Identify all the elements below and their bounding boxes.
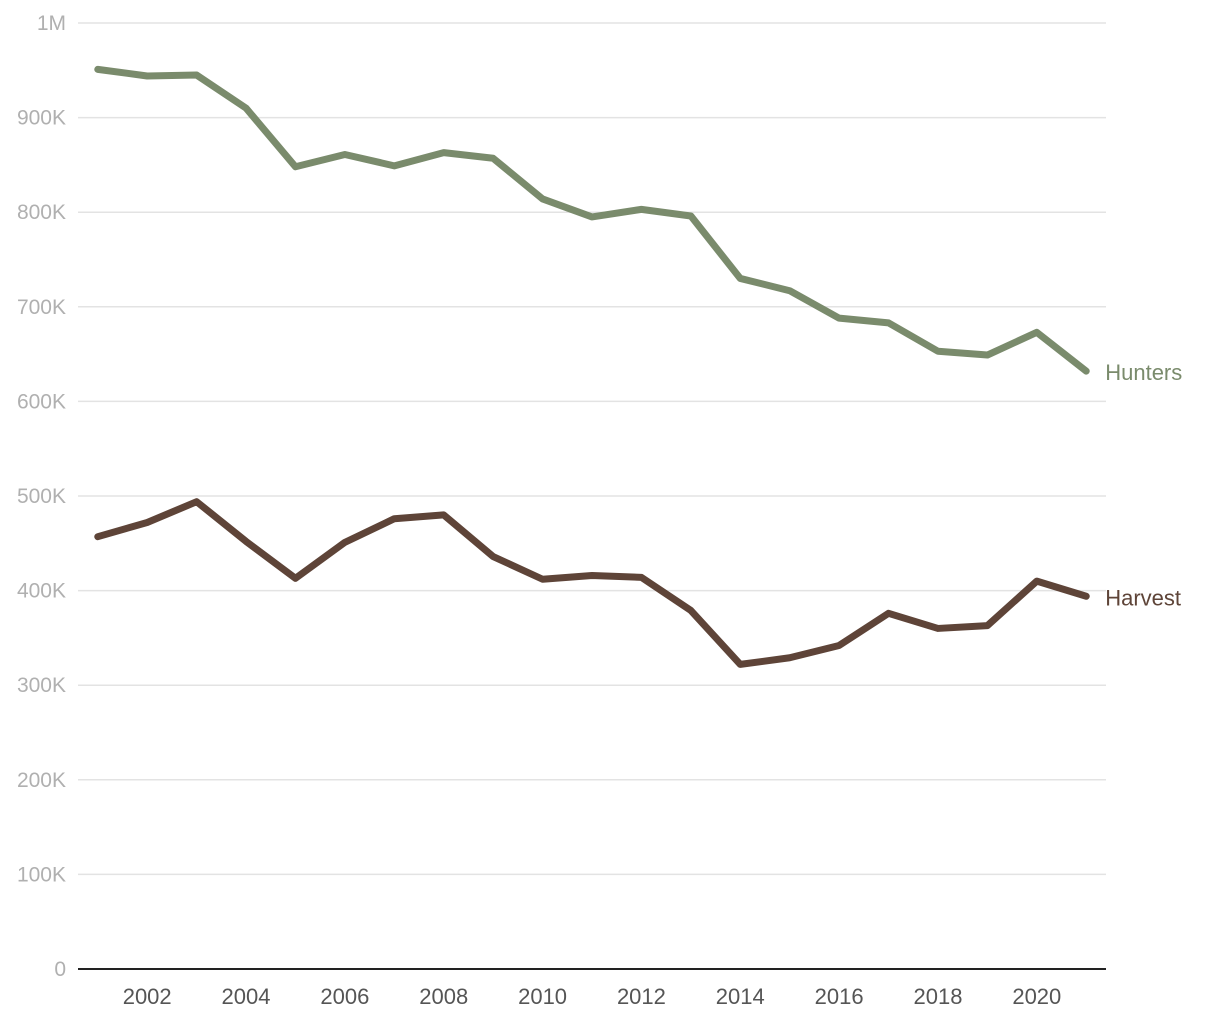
x-tick-label: 2004: [222, 984, 271, 1009]
x-tick-label: 2014: [716, 984, 765, 1009]
x-axis-ticks: 2002 2004 2006 2008 2010 2012 2014 2016 2018 2020: [123, 984, 1062, 1009]
y-tick-label: 300K: [17, 674, 66, 697]
series-lines: [94, 65, 1090, 668]
x-tick-label: 2002: [123, 984, 172, 1009]
y-tick-label: 400K: [17, 580, 66, 603]
y-tick-label: 800K: [17, 201, 66, 224]
x-tick-label: 2006: [320, 984, 369, 1009]
y-tick-label: 900K: [17, 107, 66, 130]
series-line-harvest: [94, 498, 1090, 668]
y-tick-label: 700K: [17, 296, 66, 319]
series-label-harvest: Harvest: [1105, 585, 1181, 610]
y-tick-label: 600K: [17, 390, 66, 413]
x-tick-label: 2010: [518, 984, 567, 1009]
series-line-hunters: [94, 65, 1090, 375]
series-label-hunters: Hunters: [1105, 360, 1182, 385]
y-tick-label: 100K: [17, 863, 66, 886]
gridlines: [78, 22, 1106, 970]
x-tick-label: 2008: [419, 984, 468, 1009]
y-tick-label: 500K: [17, 485, 66, 508]
y-tick-label: 200K: [17, 769, 66, 792]
x-tick-label: 2018: [913, 984, 962, 1009]
x-tick-label: 2016: [815, 984, 864, 1009]
y-axis-ticks: 0 100K 200K 300K 400K 500K 600K 700K 800K 900K 1M: [17, 12, 66, 981]
series-labels: Hunters Harvest: [1105, 360, 1182, 610]
y-tick-label: 1M: [37, 12, 66, 35]
y-tick-label: 0: [54, 958, 66, 981]
x-tick-label: 2020: [1012, 984, 1061, 1009]
x-tick-label: 2012: [617, 984, 666, 1009]
